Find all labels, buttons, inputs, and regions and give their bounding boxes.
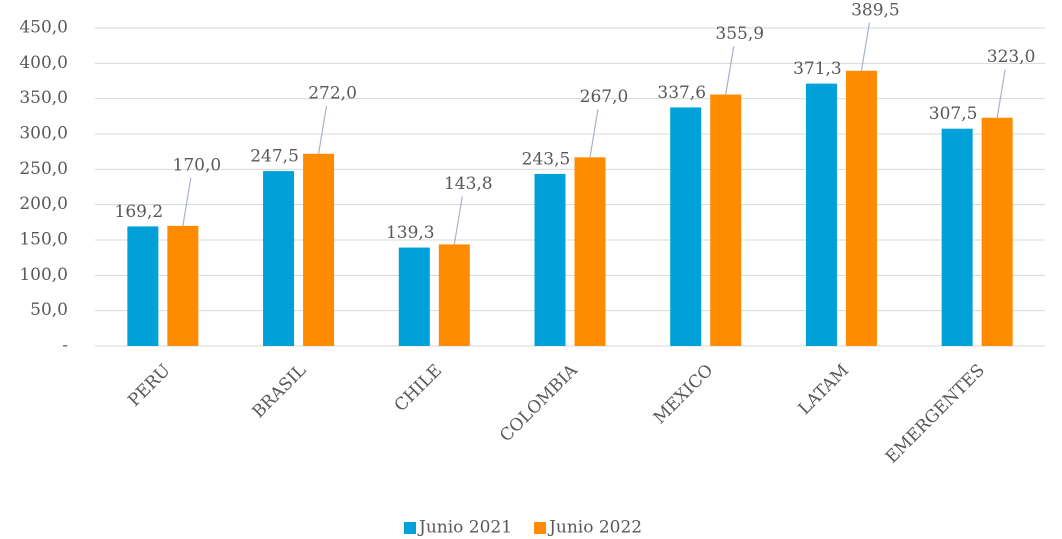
legend-swatch <box>404 522 416 534</box>
data-label: 143,8 <box>444 174 493 194</box>
y-tick-label: 200,0 <box>19 194 68 214</box>
x-tick-label: CHILE <box>391 361 446 416</box>
data-label: 267,0 <box>580 87 629 107</box>
bar <box>981 117 1013 346</box>
y-tick-label: 300,0 <box>19 124 68 144</box>
x-tick-group: LATAM <box>795 361 854 420</box>
x-tick-label: MEXICO <box>650 361 718 429</box>
leader-line <box>589 109 599 158</box>
data-label: 389,5 <box>851 0 900 20</box>
legend-swatch <box>534 522 547 534</box>
data-label: 272,0 <box>308 83 357 103</box>
bar <box>574 157 606 346</box>
data-label: 337,6 <box>657 83 706 103</box>
bar <box>845 70 877 347</box>
data-label: 323,0 <box>987 47 1036 67</box>
data-label: 169,2 <box>115 202 164 222</box>
y-tick-label: 150,0 <box>19 230 68 250</box>
leader-line <box>725 46 735 95</box>
x-tick-group: PERU <box>124 361 174 411</box>
x-tick-label: PERU <box>124 361 174 411</box>
bar <box>398 247 430 346</box>
x-tick-label: LATAM <box>795 361 854 420</box>
x-tick-group: COLOMBIA <box>496 360 582 446</box>
y-tick-label: 350,0 <box>19 88 68 108</box>
y-tick-label: 400,0 <box>19 53 68 73</box>
x-tick-label: EMERGENTES <box>882 361 989 468</box>
data-label: 243,5 <box>522 149 571 169</box>
data-label: 247,5 <box>250 147 299 167</box>
x-tick-label: BRASIL <box>249 361 311 423</box>
x-tick-group: EMERGENTES <box>882 361 989 468</box>
legend-label: Junio 2021 <box>417 518 512 538</box>
bar <box>805 83 837 346</box>
y-tick-label: 50,0 <box>30 300 68 320</box>
data-label: 139,3 <box>386 223 435 243</box>
data-label: 355,9 <box>715 24 764 44</box>
data-label: 371,3 <box>793 59 842 79</box>
leader-line <box>996 69 1006 118</box>
bar <box>710 94 742 346</box>
y-tick-label: - <box>62 336 68 356</box>
data-label: 307,5 <box>929 104 978 124</box>
leader-line <box>860 22 871 71</box>
x-tick-group: MEXICO <box>650 361 718 429</box>
data-label: 170,0 <box>173 155 222 175</box>
bar <box>670 107 702 346</box>
leader-line <box>453 196 463 245</box>
y-tick-label: 250,0 <box>19 159 68 179</box>
leader-line <box>182 177 192 226</box>
x-tick-label: COLOMBIA <box>496 360 582 446</box>
x-tick-group: CHILE <box>391 361 446 416</box>
y-tick-label: 450,0 <box>19 18 68 38</box>
bar <box>263 171 295 346</box>
x-tick-group: BRASIL <box>249 361 311 423</box>
bar <box>127 226 159 346</box>
leader-line <box>317 105 328 154</box>
bar <box>534 173 566 346</box>
bar <box>941 128 973 346</box>
bar <box>303 153 335 346</box>
legend-label: Junio 2022 <box>547 518 642 538</box>
bar <box>438 244 470 346</box>
y-tick-label: 100,0 <box>19 265 68 285</box>
bar <box>167 225 199 346</box>
